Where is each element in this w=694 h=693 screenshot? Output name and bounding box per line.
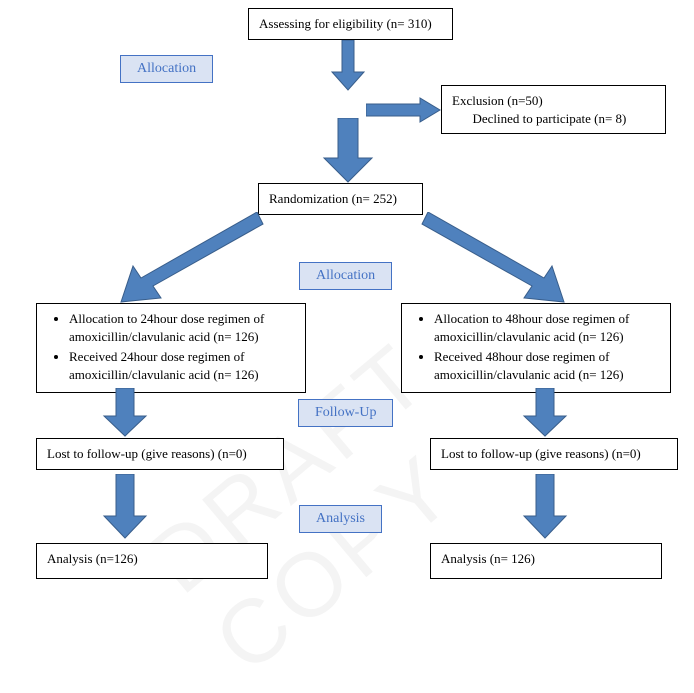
node-randomization: Randomization (n= 252) bbox=[258, 183, 423, 215]
right-alloc-b2: Received 48hour dose regimen of amoxicil… bbox=[434, 348, 660, 383]
label-allocation-top: Allocation bbox=[120, 55, 213, 83]
node-assessing: Assessing for eligibility (n= 310) bbox=[248, 8, 453, 40]
node-assessing-text: Assessing for eligibility (n= 310) bbox=[259, 16, 432, 31]
label-followup: Follow-Up bbox=[298, 399, 393, 427]
arrow-down-right-2 bbox=[520, 474, 570, 540]
exclusion-line2: Declined to participate (n= 8) bbox=[473, 111, 627, 126]
arrow-down-right-1 bbox=[520, 388, 570, 438]
label-allocation-mid: Allocation bbox=[299, 262, 392, 290]
arrow-down-1 bbox=[328, 40, 368, 92]
right-alloc-b1: Allocation to 48hour dose regimen of amo… bbox=[434, 310, 660, 345]
left-analysis-text: Analysis (n=126) bbox=[47, 551, 138, 566]
arrow-down-2 bbox=[318, 118, 378, 186]
left-alloc-b1: Allocation to 24hour dose regimen of amo… bbox=[69, 310, 295, 345]
node-right-allocation: Allocation to 48hour dose regimen of amo… bbox=[401, 303, 671, 393]
arrow-down-left-2 bbox=[100, 474, 150, 540]
exclusion-line1: Exclusion (n=50) bbox=[452, 92, 655, 110]
randomization-text: Randomization (n= 252) bbox=[269, 191, 397, 206]
node-exclusion: Exclusion (n=50) Declined to participate… bbox=[441, 85, 666, 134]
label-analysis: Analysis bbox=[299, 505, 382, 533]
left-alloc-b2: Received 24hour dose regimen of amoxicil… bbox=[69, 348, 295, 383]
left-lost-text: Lost to follow-up (give reasons) (n=0) bbox=[47, 446, 247, 461]
arrow-diag-right bbox=[420, 212, 570, 307]
right-lost-text: Lost to follow-up (give reasons) (n=0) bbox=[441, 446, 641, 461]
node-left-allocation: Allocation to 24hour dose regimen of amo… bbox=[36, 303, 306, 393]
right-analysis-text: Analysis (n= 126) bbox=[441, 551, 535, 566]
node-left-analysis: Analysis (n=126) bbox=[36, 543, 268, 579]
arrow-down-left-1 bbox=[100, 388, 150, 438]
node-left-lost: Lost to follow-up (give reasons) (n=0) bbox=[36, 438, 284, 470]
node-right-analysis: Analysis (n= 126) bbox=[430, 543, 662, 579]
arrow-diag-left bbox=[115, 212, 265, 307]
node-right-lost: Lost to follow-up (give reasons) (n=0) bbox=[430, 438, 678, 470]
